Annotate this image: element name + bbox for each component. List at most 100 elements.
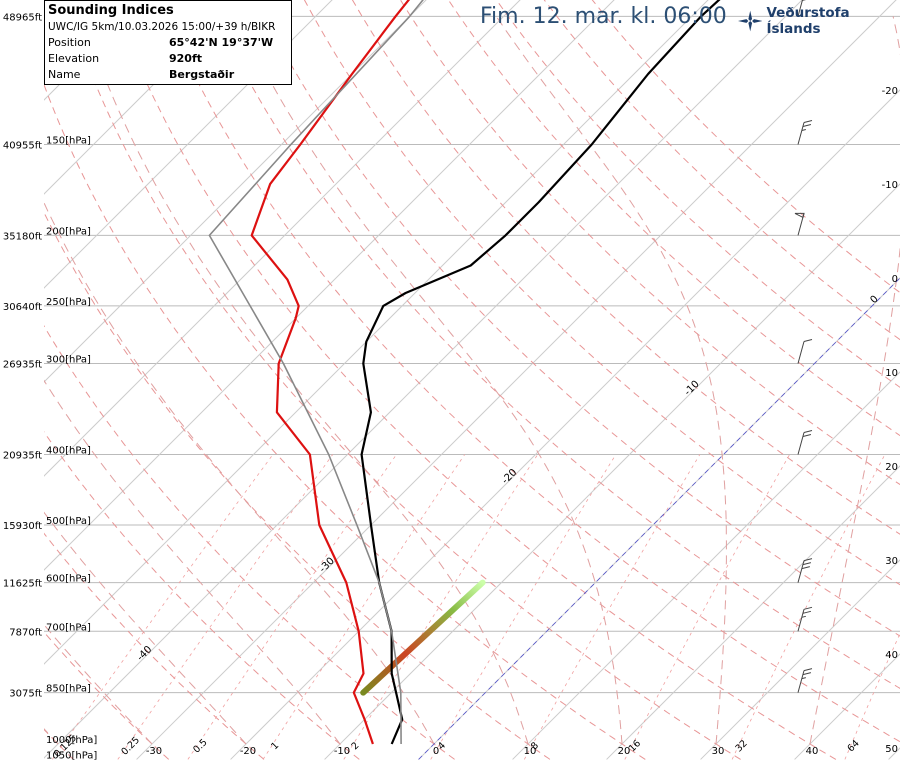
mixing-ratio-line — [187, 454, 397, 760]
height-label: 15930ft — [3, 521, 42, 532]
barb-flag — [802, 562, 812, 566]
mixing-ratio-line — [343, 454, 539, 760]
wind-barb — [797, 668, 813, 693]
isotherm-line — [606, 465, 900, 760]
barb-flag — [802, 434, 812, 437]
sounding-profiles — [208, 0, 721, 745]
height-label: 40955ft — [3, 141, 42, 152]
height-label: 11625ft — [3, 579, 42, 590]
info-label: Position — [48, 36, 91, 49]
isotherm-line — [888, 747, 900, 760]
mixing-ratio-label: 1 — [269, 740, 281, 752]
wind-barbs — [794, 0, 813, 693]
barb-pennant — [794, 212, 805, 219]
moist-adiabat — [809, 16, 900, 745]
isotherm-label: -40 — [135, 644, 154, 663]
moist-adiabat — [44, 201, 435, 745]
mixing-ratio-label: 0.25 — [119, 735, 142, 758]
barb-flag — [803, 668, 813, 672]
isotherm-line — [44, 0, 333, 289]
info-row-elevation: Elevation 920ft — [48, 51, 288, 67]
isotherm-line — [44, 0, 521, 477]
barb-flag — [802, 672, 812, 676]
height-label: 20935ft — [3, 450, 42, 461]
isotherm-label: 0 — [868, 294, 880, 306]
mixing-ratio-line — [51, 454, 274, 760]
moist-adiabat — [495, 16, 727, 745]
height-label: 26935ft — [3, 360, 42, 371]
dry-adiabat — [447, 0, 900, 437]
isotherm-line — [136, 0, 897, 760]
mixing-ratio-label: 2 — [350, 740, 362, 752]
right-axis-label: 40 — [885, 650, 898, 661]
isotherm-label: -10 — [682, 379, 701, 398]
isotherm-line — [44, 0, 145, 101]
temperature-tick-label: -30 — [146, 746, 162, 757]
dewpoint-profile — [250, 0, 411, 745]
barb-flag — [801, 566, 810, 570]
dry-adiabat — [543, 0, 900, 341]
dry-adiabat — [495, 0, 900, 388]
barb-flag — [802, 610, 812, 614]
dry-adiabat — [44, 83, 646, 760]
right-axis-label: 30 — [885, 556, 898, 567]
dry-adiabat — [44, 532, 265, 760]
mixing-ratio-line — [844, 632, 900, 760]
pressure-label: 200[hPa] — [46, 226, 91, 237]
barb-half-flag — [801, 677, 806, 680]
parcel-path — [208, 0, 424, 745]
dry-adiabat — [256, 0, 900, 637]
info-value: 920ft — [169, 52, 203, 65]
isotherm-line — [44, 0, 803, 759]
pressure-label: 1050[hPa] — [46, 750, 97, 761]
height-label: 7870ft — [9, 627, 42, 638]
mixing-ratio-line — [523, 454, 701, 760]
wind-barb — [797, 339, 813, 364]
barb-flag — [803, 120, 813, 123]
mixing-ratio-label: 0.5 — [191, 737, 209, 755]
info-subtitle: UWC/IG 5km/10.03.2026 15:00/+39 h/BIKR — [48, 21, 276, 33]
right-axis-label: -10 — [882, 180, 898, 191]
zero-degree-line — [418, 277, 900, 760]
dry-adiabat — [44, 431, 360, 760]
height-label: 3075ft — [9, 689, 42, 700]
barb-staff — [797, 341, 805, 364]
right-axis-label: 20 — [885, 462, 898, 473]
temperature-tick-label: -20 — [240, 746, 256, 757]
info-title: Sounding Indices — [48, 3, 174, 18]
isotherm-line — [44, 0, 615, 571]
right-axis-label: -20 — [882, 86, 898, 97]
isotherm-line — [512, 371, 900, 760]
barb-flag — [803, 606, 813, 610]
logo-icon — [738, 10, 763, 32]
pressure-label: 500[hPa] — [46, 516, 91, 527]
info-row-name: Name Bergstaðir — [48, 67, 288, 83]
mixing-ratio-line — [624, 454, 790, 760]
info-value: 65°42'N 19°37'W — [169, 36, 274, 49]
temperature-tick-label: 20 — [618, 746, 631, 757]
isotherm-line — [794, 653, 900, 760]
dry-adiabat — [44, 631, 170, 760]
sounding-indices-box: Sounding Indices UWC/IG 5km/10.03.2026 1… — [44, 0, 292, 85]
moist-adiabat — [44, 379, 341, 745]
mixing-ratio-line — [262, 454, 466, 760]
pressure-label: 400[hPa] — [46, 445, 91, 456]
pressure-label: 150[hPa] — [46, 136, 91, 147]
mixing-ratio-line — [731, 454, 886, 760]
wind-barb — [797, 558, 813, 583]
dry-adiabat — [399, 0, 900, 486]
height-label: 30640ft — [3, 302, 42, 313]
height-label: 35180ft — [3, 231, 42, 242]
pressure-label: 300[hPa] — [46, 355, 91, 366]
dry-adiabat — [591, 0, 900, 294]
wind-barb — [797, 0, 807, 17]
barb-half-flag — [801, 129, 806, 131]
wind-barb — [797, 120, 813, 145]
temperature-tick-label: 10 — [524, 746, 537, 757]
isotherm-line — [418, 277, 900, 760]
pressure-label: 1000[hPa] — [46, 735, 97, 746]
dry-adiabat — [303, 0, 900, 586]
dry-adiabat — [160, 0, 900, 743]
